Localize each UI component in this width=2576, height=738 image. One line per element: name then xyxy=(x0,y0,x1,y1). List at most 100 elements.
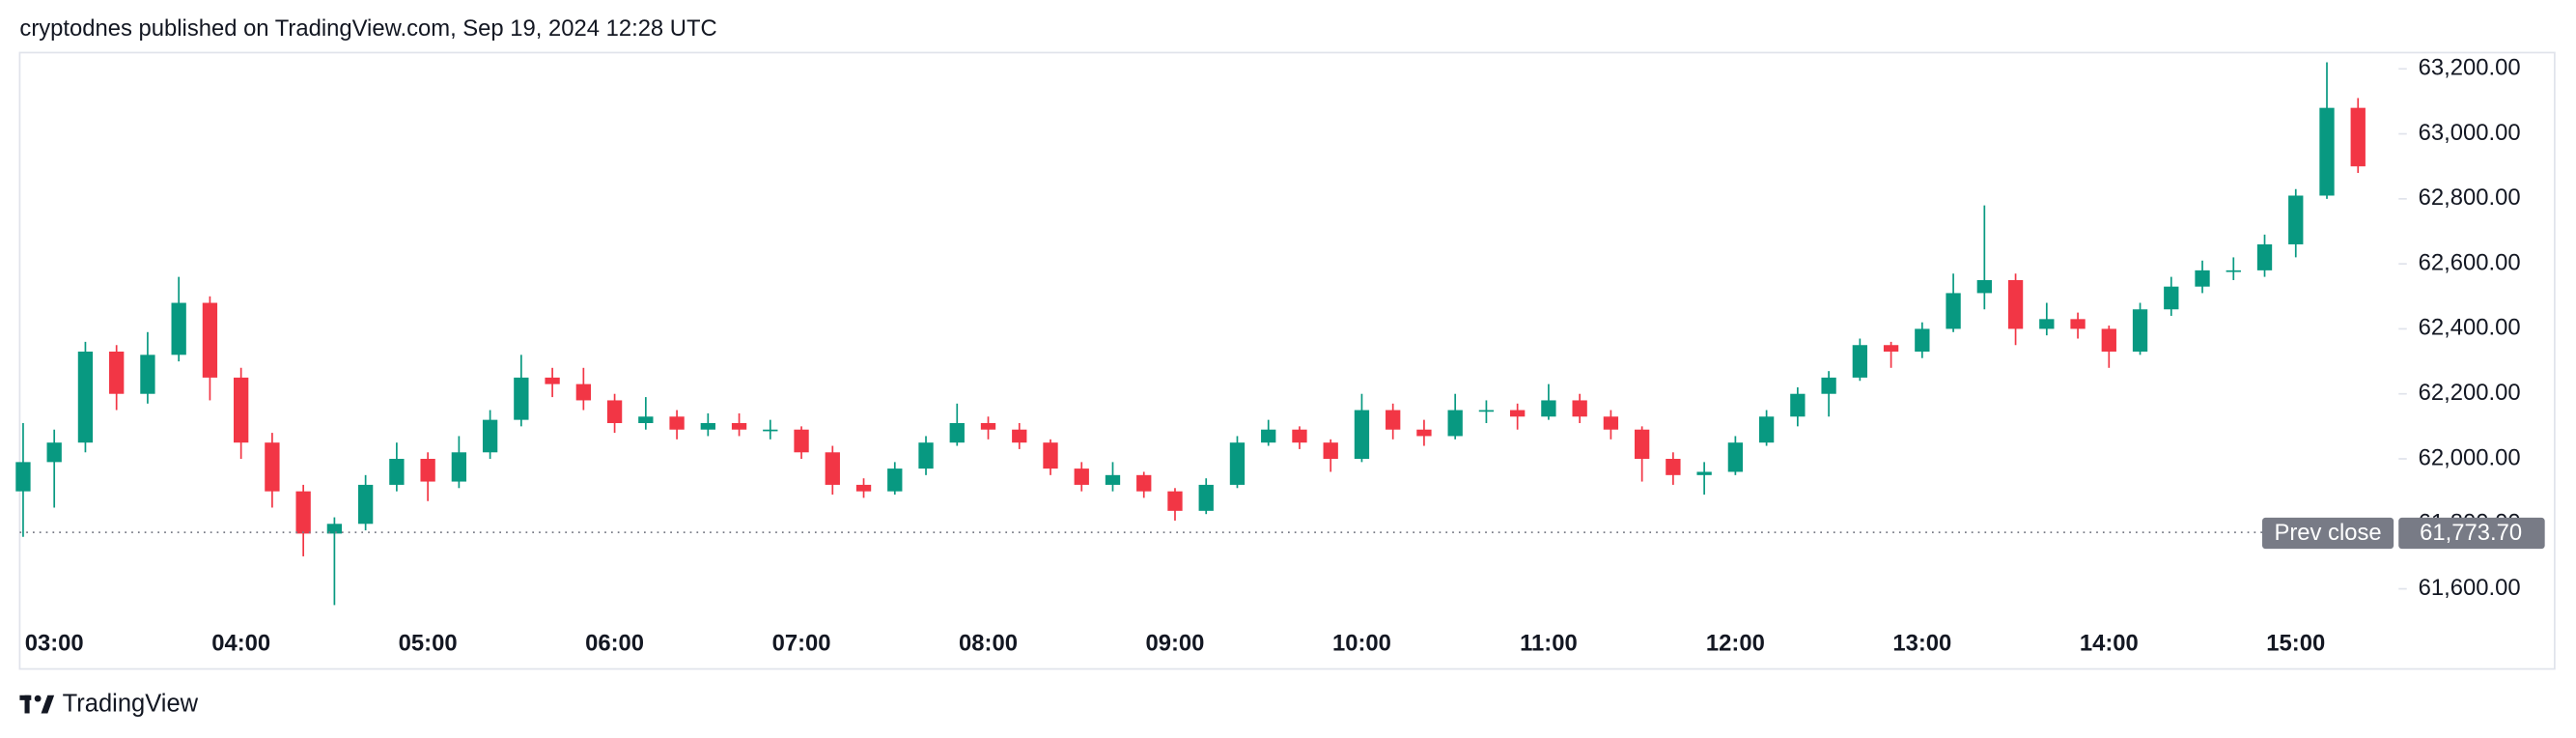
candle-body xyxy=(1915,328,1930,352)
candle-body xyxy=(855,484,872,492)
candle-body xyxy=(295,491,311,534)
candle-body xyxy=(234,377,249,443)
candle-body xyxy=(1447,410,1463,437)
logo xyxy=(19,695,55,714)
candle-body xyxy=(1105,474,1121,485)
publish-header: cryptodnes published on TradingView.com,… xyxy=(19,15,716,42)
candle-body xyxy=(2256,243,2273,270)
candle-body xyxy=(202,302,218,378)
candle-body xyxy=(1603,416,1619,430)
candle-body xyxy=(1416,429,1432,437)
candle-body xyxy=(1572,400,1587,417)
candle-body xyxy=(763,429,778,432)
candle-body xyxy=(357,484,374,525)
candle-body xyxy=(46,442,62,463)
candle-body xyxy=(1821,377,1836,394)
prev-close-value-tag xyxy=(2398,517,2545,550)
x-tick-label: 08:00 xyxy=(959,630,1018,656)
candle-body xyxy=(1323,442,1338,460)
candle-body xyxy=(918,442,934,469)
candle-body xyxy=(171,302,186,355)
candle-body xyxy=(1727,442,1744,472)
candle-body xyxy=(2319,107,2335,196)
candle-body xyxy=(482,419,498,453)
candle-body xyxy=(1790,393,1806,417)
candle-body xyxy=(109,351,125,394)
x-tick-label: 11:00 xyxy=(1520,630,1578,656)
candle-body xyxy=(1167,491,1183,511)
candle-body xyxy=(77,351,94,443)
y-tick-label: 63,200.00 xyxy=(2419,55,2521,81)
candle-body xyxy=(669,416,685,430)
candle-body xyxy=(1852,345,1868,378)
candle-body xyxy=(2070,319,2086,329)
candle-body xyxy=(825,452,840,485)
candle-body xyxy=(451,452,467,482)
y-tick-label: 62,200.00 xyxy=(2419,380,2521,406)
candle-body xyxy=(606,400,623,423)
candle-body xyxy=(1946,293,1961,329)
x-tick-label: 06:00 xyxy=(585,630,644,656)
candle-body xyxy=(2350,107,2366,167)
candle-body xyxy=(1758,416,1775,443)
candle-body xyxy=(2039,319,2055,329)
candle-body xyxy=(700,422,715,430)
candle-body xyxy=(326,524,343,534)
candle-body xyxy=(2132,309,2148,352)
candle-body xyxy=(794,429,809,453)
x-tick-label: 14:00 xyxy=(2080,630,2139,656)
candle-body xyxy=(1043,442,1058,469)
candle-body xyxy=(1634,429,1650,460)
x-tick-label: 12:00 xyxy=(1706,630,1765,656)
candle-body xyxy=(1541,400,1556,417)
x-tick-label: 15:00 xyxy=(2266,630,2325,656)
candle-body xyxy=(1976,279,1992,294)
candle-body xyxy=(2007,279,2024,329)
candle-body xyxy=(949,422,965,443)
y-tick-label: 62,000.00 xyxy=(2419,444,2521,470)
candle-body xyxy=(1292,429,1307,443)
x-tick-label: 07:00 xyxy=(772,630,831,656)
candle-body xyxy=(265,442,280,492)
candle-body xyxy=(2195,270,2210,287)
candle-body xyxy=(1883,345,1899,352)
x-tick-label: 10:00 xyxy=(1332,630,1391,656)
candle-body xyxy=(980,422,996,430)
candle-body xyxy=(1386,410,1401,430)
x-tick-label: 09:00 xyxy=(1146,630,1205,656)
candle-body xyxy=(575,383,591,401)
candle-body xyxy=(389,459,405,485)
candle-body xyxy=(887,468,903,492)
candle-body xyxy=(1696,471,1712,475)
candle-body xyxy=(1666,459,1681,475)
plot-frame xyxy=(18,51,2556,670)
candle-body xyxy=(140,355,155,394)
candle-body xyxy=(15,462,31,492)
candle-body xyxy=(1074,468,1089,485)
candle-body xyxy=(638,416,654,423)
candle-body xyxy=(1510,410,1526,417)
x-tick-label: 03:00 xyxy=(25,630,84,656)
prev-close-value: 61,773.70 xyxy=(2420,520,2522,546)
candle-body xyxy=(1354,410,1370,460)
candle-body xyxy=(514,377,529,420)
candle-body xyxy=(1261,429,1276,443)
candle-body xyxy=(2226,270,2241,272)
candle-body xyxy=(2288,195,2304,244)
y-tick-label: 62,400.00 xyxy=(2419,315,2521,341)
prev-close-tag xyxy=(2262,517,2394,550)
candle-body xyxy=(1012,429,1027,443)
x-tick-label: 05:00 xyxy=(399,630,458,656)
x-tick-label: 04:00 xyxy=(211,630,270,656)
candle-body xyxy=(2164,286,2179,310)
candle-body xyxy=(1198,484,1214,511)
candle-body xyxy=(545,377,560,384)
candle-body xyxy=(731,422,747,430)
candle-body xyxy=(420,459,435,482)
candle-body xyxy=(1229,442,1246,485)
x-tick-label: 13:00 xyxy=(1892,630,1951,656)
candle-body xyxy=(2101,328,2116,352)
y-tick-label: 63,000.00 xyxy=(2419,120,2521,146)
